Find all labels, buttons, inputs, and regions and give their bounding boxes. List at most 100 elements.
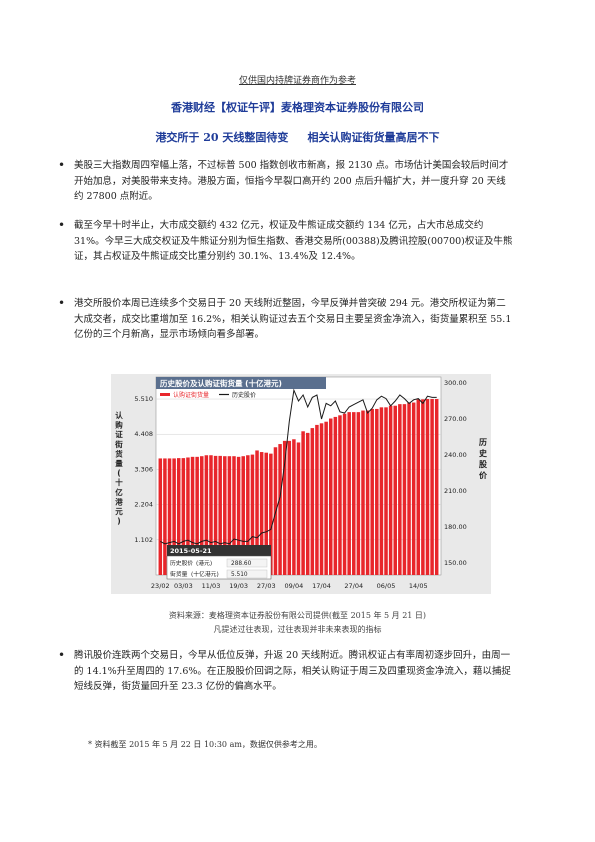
- bar: [319, 423, 324, 575]
- bar: [416, 399, 421, 575]
- bar: [186, 457, 190, 575]
- x-tick-label: 23/02: [151, 582, 170, 590]
- bar: [181, 458, 186, 575]
- bar: [421, 399, 425, 575]
- left-axis-label-char: 港: [115, 496, 123, 506]
- left-axis-label-char: 元: [115, 507, 123, 516]
- x-tick-label: 09/04: [285, 582, 304, 590]
- bar: [282, 440, 287, 575]
- bar: [296, 442, 301, 575]
- chart-source: 资料来源：麦格理资本证券股份有限公司提供(截至 2015 年 5 月 21 日)…: [0, 609, 595, 637]
- bar: [310, 428, 315, 575]
- bar: [200, 456, 204, 575]
- legend-line-label: 历史股价: [232, 391, 256, 399]
- bar: [209, 455, 213, 575]
- left-axis-label-char: 认: [115, 410, 123, 420]
- legend-bar-swatch: [160, 393, 170, 396]
- left-axis-label-char: ): [117, 517, 120, 526]
- bar: [407, 402, 411, 575]
- bar: [246, 455, 250, 575]
- left-tick-label: 5.510: [134, 395, 153, 403]
- bar: [324, 421, 328, 575]
- bar: [388, 405, 393, 575]
- left-axis-label-char: 量: [115, 458, 123, 468]
- tooltip-header: [167, 545, 271, 556]
- bar: [264, 452, 269, 575]
- x-tick-label: 27/04: [344, 582, 363, 590]
- bar: [195, 456, 199, 575]
- bar: [393, 405, 397, 575]
- bar: [342, 413, 347, 575]
- x-tick-label: 06/05: [377, 582, 396, 590]
- disclaimer: 仅供国内持牌证券商作为参考: [238, 76, 356, 86]
- bar: [213, 455, 218, 575]
- left-tick-label: 4.408: [134, 430, 153, 438]
- bar: [301, 431, 305, 575]
- tooltip: 2015-05-21 历史股价 (港元) 288.60 街货量 (十亿港元) 5…: [166, 545, 272, 580]
- warrant-chart: 历史股价及认购证街货量 (十亿港元) 认购证街货量 历史股价 5.510 4.40…: [111, 374, 491, 594]
- bar: [411, 402, 416, 575]
- bar: [190, 456, 195, 575]
- tooltip-date: 2015-05-21: [170, 547, 212, 555]
- bar: [305, 432, 310, 575]
- right-tick-label: 300.00: [444, 379, 467, 387]
- left-axis-label-char: 证: [115, 429, 123, 439]
- tooltip-row2-value: 5.510: [231, 572, 248, 578]
- right-axis-label-char: 历: [479, 438, 487, 447]
- bar: [398, 404, 402, 575]
- left-axis-label-char: (: [117, 469, 120, 478]
- bar: [158, 458, 163, 575]
- source-line-1: 资料来源：麦格理资本证券股份有限公司提供(截至 2015 年 5 月 21 日): [168, 611, 427, 620]
- bar: [425, 399, 430, 575]
- tooltip-row1-unit: (港元): [196, 559, 212, 567]
- bar: [269, 453, 273, 575]
- bar: [361, 410, 365, 575]
- bar: [163, 458, 167, 575]
- bar: [292, 439, 296, 575]
- right-tick-label: 150.00: [444, 559, 467, 567]
- tooltip-row2-box: [226, 569, 268, 579]
- bar: [347, 412, 351, 575]
- bar: [204, 455, 209, 575]
- headline: 港交所于 20 天线整固待变 相关认购证街货量高居不下: [155, 131, 440, 144]
- bar: [356, 412, 361, 575]
- x-tick-label: 11/03: [202, 582, 221, 590]
- bar: [287, 440, 292, 575]
- left-tick-label: 1.102: [134, 536, 153, 544]
- x-tick-label: 19/03: [229, 582, 248, 590]
- bar: [176, 458, 181, 575]
- chart-svg: 历史股价及认购证街货量 (十亿港元) 认购证街货量 历史股价 5.510 4.40…: [111, 374, 491, 594]
- right-axis-label-char: 股: [479, 459, 487, 469]
- left-axis-label-char: 街: [114, 439, 123, 449]
- bar: [259, 452, 264, 575]
- x-tick-label: 17/04: [312, 582, 331, 590]
- bar: [167, 458, 172, 575]
- bar: [379, 407, 384, 575]
- bar: [250, 454, 255, 575]
- left-tick-label: 3.306: [134, 465, 153, 473]
- tooltip-row2-label: 街货量: [170, 570, 188, 578]
- bar: [227, 456, 232, 575]
- left-axis-label-char: 购: [115, 420, 123, 430]
- bar: [241, 456, 245, 575]
- paragraph-3: 港交所股价本周已连续多个交易日于 20 天线附近整固，今早反弹并曾突破 294 …: [58, 296, 514, 343]
- bar: [278, 444, 282, 575]
- bar: [232, 456, 236, 575]
- right-tick-label: 240.00: [444, 451, 467, 459]
- bar: [223, 456, 227, 575]
- x-tick-label: 14/05: [409, 582, 428, 590]
- right-tick-label: 210.00: [444, 487, 467, 495]
- bar: [315, 424, 319, 575]
- legend-bar-label: 认购证街货量: [173, 391, 209, 399]
- bar: [430, 399, 434, 575]
- paragraph-2: 截至今早十时半止，大市成交额约 432 亿元，权证及牛熊证成交额约 134 亿元…: [58, 218, 514, 265]
- bar: [375, 408, 379, 575]
- bar: [384, 407, 388, 575]
- bar: [434, 399, 439, 575]
- source-line-2: 凡提述过往表现，过往表现并非未来表现的指标: [213, 625, 382, 634]
- right-tick-label: 270.00: [444, 415, 467, 423]
- bar: [218, 455, 222, 575]
- right-axis-label-char: 史: [479, 448, 488, 458]
- footnote: * 资料截至 2015 年 5 月 22 日 10:30 am，数据仅供参考之用…: [88, 740, 322, 749]
- chart-title: 历史股价及认购证街货量 (十亿港元): [160, 378, 282, 388]
